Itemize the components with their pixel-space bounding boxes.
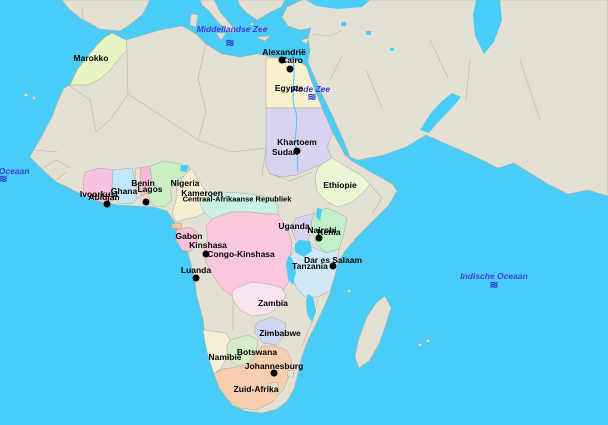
country-label-egypte: Egypte (274, 82, 304, 93)
east-africa-borders (232, 171, 383, 347)
country-label-ghana: Ghana (110, 185, 138, 196)
lake-malawi (306, 294, 316, 322)
country-label-namibie: Namibie (208, 351, 242, 362)
lake-victoria (295, 240, 312, 257)
city-dot-cairo[interactable] (286, 65, 294, 73)
comoros-island (347, 289, 351, 293)
lake-chad (180, 165, 188, 172)
city-dot-alexandrie[interactable] (278, 56, 286, 64)
equatorial-coast-region (170, 222, 183, 230)
canary-island (24, 93, 28, 97)
lesotho-region (267, 381, 280, 394)
balkans-landmass (237, 0, 286, 21)
city-label-kinshasa: Kinshasa (189, 239, 227, 250)
crete-island (255, 35, 271, 42)
lake-tanganyika (286, 256, 296, 285)
city-label-luanda: Luanda (180, 264, 212, 275)
iberia-landmass (61, 0, 151, 32)
lake-turkana (316, 208, 322, 221)
persian-gulf (420, 93, 461, 133)
country-shape-ethiopie[interactable] (314, 157, 371, 208)
country-label-marokko: Marokko (73, 52, 109, 63)
city-dot-dar-es-salaam[interactable] (329, 262, 337, 270)
asia-borders (81, 7, 541, 121)
city-dot-kinshasa[interactable] (202, 250, 210, 258)
city-label-nairobi: Nairobi (307, 224, 337, 235)
waves-icon: ≋ (0, 173, 8, 186)
aegean-island (260, 26, 264, 30)
madagascar-island (354, 295, 392, 369)
country-shape-zimbabwe[interactable] (254, 316, 287, 346)
country-label-gabon: Gabon (175, 230, 203, 241)
country-shape-nigeria[interactable] (147, 160, 191, 208)
sicily-island (215, 32, 227, 41)
city-dot-abidjan[interactable] (103, 200, 111, 208)
country-shape-gabon[interactable] (175, 226, 198, 253)
country-label-tanzania: Tanzania (292, 260, 328, 271)
country-shape-kameroen[interactable] (171, 165, 209, 223)
city-dot-luanda[interactable] (192, 274, 200, 282)
country-label-zimbabwe: Zimbabwe (259, 327, 301, 338)
city-dot-johannesburg[interactable] (270, 369, 278, 377)
city-dot-lagos[interactable] (142, 198, 150, 206)
aegean-island (250, 22, 254, 26)
asia-lake (366, 31, 371, 35)
country-label-botswana: Botswana (236, 346, 278, 357)
asia-landmass (281, 0, 608, 197)
city-label-abidjan: Abidjan (88, 191, 120, 202)
asia-lake (390, 48, 394, 51)
west-africa-borders (32, 149, 71, 182)
sardinia-island (189, 13, 199, 28)
swaziland-region (286, 369, 295, 378)
country-shape-sudan[interactable] (265, 107, 334, 178)
country-label-centraal-afrikaanse-republiek: Centraal-Afrikaanse Republiek (182, 194, 292, 204)
city-label-alexandrie: Alexandrië (262, 46, 306, 57)
country-label-congo-kinshasa: Congo-Kinshasa (207, 248, 275, 259)
country-label-kameroen: Kameroen (181, 187, 223, 198)
city-dot-nairobi[interactable] (315, 234, 323, 242)
cyprus-island (300, 37, 311, 45)
city-label-cairo: Cairo (281, 54, 303, 65)
caspian-sea (473, 0, 502, 54)
city-label-khartoem: Khartoem (277, 136, 317, 147)
mauritius-island (426, 339, 430, 343)
country-label-kenia: Kenia (317, 226, 341, 237)
canary-island (32, 96, 36, 100)
city-label-johannesburg: Johannesburg (244, 360, 304, 371)
sea-label-atlantische-oceaan: Atlantische Oceaan (0, 165, 30, 176)
sahara-borders (69, 43, 267, 177)
city-label-dar-es-salaam: Dar es Salaam (303, 254, 363, 265)
italy-landmass (199, 0, 237, 33)
country-label-ethiopie: Ethiopie (323, 179, 357, 190)
nile-river (292, 60, 299, 173)
sea-label-rode-zee: Rode Zee (291, 83, 331, 94)
lake-urmia (341, 22, 346, 26)
city-dot-khartoem[interactable] (293, 147, 301, 155)
black-sea (306, 0, 370, 9)
waves-icon: ≋ (489, 279, 499, 292)
country-label-zuid-afrika: Zuid-Afrika (233, 383, 279, 394)
country-shape-namibie[interactable] (202, 329, 231, 375)
waves-icon: ≋ (225, 37, 235, 50)
waves-icon: ≋ (307, 91, 317, 104)
country-label-zambia: Zambia (258, 297, 288, 308)
togo-sliver-region (134, 167, 142, 199)
country-shape-zuid-afrika[interactable] (213, 345, 293, 411)
country-label-uganda: Uganda (278, 220, 310, 231)
country-label-sudan: Sudan (272, 146, 298, 157)
city-label-lagos: Lagos (137, 183, 163, 194)
country-shape-marokko[interactable] (69, 32, 128, 86)
country-label-benin: Benin (131, 177, 155, 188)
country-label-ivoorkust: Ivoorkust (79, 188, 119, 199)
country-shape-zambia[interactable] (231, 281, 287, 317)
sea-label-middellandse-zee: Middellandse Zee (196, 23, 268, 34)
country-label-nigeria: Nigeria (170, 177, 200, 188)
sea-label-indische-oceaan: Indische Oceaan (460, 270, 528, 281)
reunion-island (418, 343, 422, 347)
